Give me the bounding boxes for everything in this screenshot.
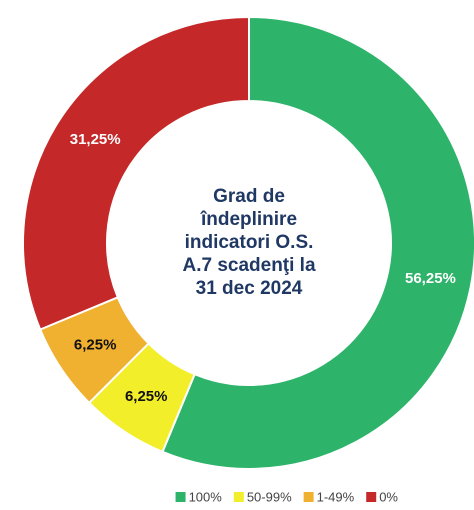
legend-swatch: [303, 492, 314, 502]
legend-label: 1-49%: [317, 489, 355, 504]
donut-slice: [22, 15, 250, 331]
donut-slice: [161, 15, 474, 470]
slice-label: 6,25%: [125, 388, 168, 405]
legend-label: 50-99%: [247, 489, 292, 504]
center-title: îndeplinire: [200, 209, 297, 230]
legend-swatch: [233, 492, 244, 502]
legend: 100% 50-99% 1-49% 0%: [175, 489, 398, 504]
slice-label: 31,25%: [70, 131, 121, 148]
legend-label: 100%: [189, 489, 223, 504]
legend-swatch: [366, 492, 377, 502]
center-title: indicatori O.S.: [185, 232, 314, 253]
legend-label: 0%: [379, 489, 398, 504]
legend-swatch: [175, 492, 186, 502]
center-title: Grad de: [213, 186, 285, 207]
slice-label: 56,25%: [405, 270, 456, 287]
center-title: A.7 scadenţi la: [182, 255, 315, 276]
slice-label: 6,25%: [74, 337, 117, 354]
center-title: 31 dec 2024: [196, 278, 303, 299]
